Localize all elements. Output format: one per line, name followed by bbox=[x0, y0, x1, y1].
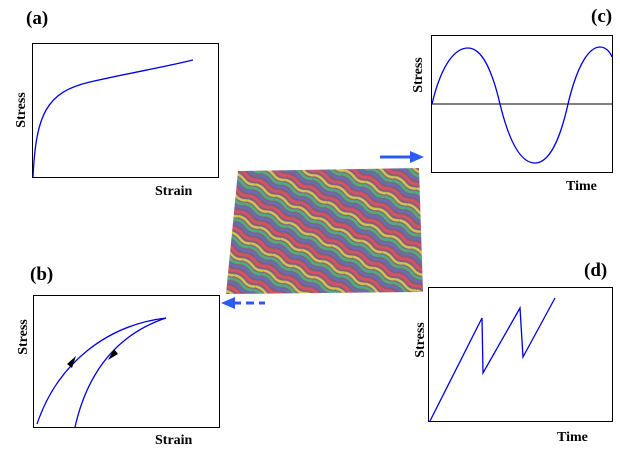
y-label: Stress bbox=[16, 319, 31, 355]
panel-frame bbox=[428, 287, 613, 422]
curve bbox=[431, 46, 613, 164]
arrowhead bbox=[108, 349, 118, 360]
arrowhead bbox=[67, 356, 76, 368]
panel-label: (d) bbox=[584, 260, 607, 281]
arrowhead bbox=[410, 151, 424, 163]
curve bbox=[32, 59, 194, 178]
arrowhead bbox=[221, 297, 235, 309]
x-label: Time bbox=[566, 179, 597, 194]
panel-label: (b) bbox=[30, 264, 53, 285]
x-label: Strain bbox=[155, 433, 193, 448]
curve bbox=[74, 317, 167, 428]
curve bbox=[36, 317, 167, 425]
curve bbox=[429, 297, 556, 422]
y-label: Stress bbox=[14, 92, 29, 128]
x-label: Strain bbox=[155, 184, 193, 199]
panel-frame bbox=[431, 35, 613, 173]
y-label: Stress bbox=[411, 57, 426, 93]
texture-image bbox=[226, 168, 423, 294]
panel-frame bbox=[32, 43, 219, 178]
x-label: Time bbox=[557, 430, 588, 445]
panel-label: (a) bbox=[26, 8, 48, 29]
y-label: Stress bbox=[413, 322, 428, 358]
panel-label: (c) bbox=[591, 6, 612, 27]
panel-frame bbox=[33, 295, 220, 428]
